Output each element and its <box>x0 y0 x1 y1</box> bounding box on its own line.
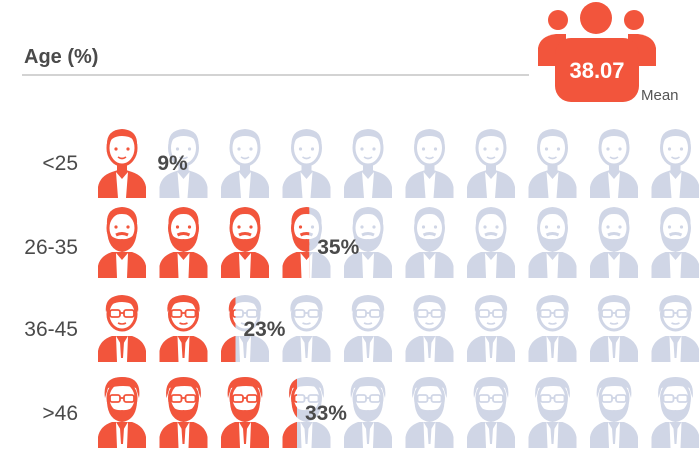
person-icon <box>465 375 517 450</box>
person-icon <box>404 375 455 450</box>
person-icon <box>588 127 640 200</box>
value-label: 35% <box>317 236 359 259</box>
person-icon <box>219 205 271 280</box>
pictograph-row: 36-45 23% <box>24 293 699 364</box>
person-icon <box>219 375 271 450</box>
chart-title: Age (%) <box>24 46 99 68</box>
mean-label: Mean <box>641 87 679 104</box>
person-icon <box>527 293 578 364</box>
row-label: 26-35 <box>24 236 78 259</box>
person-icon <box>650 127 699 200</box>
row-label: <25 <box>42 152 78 175</box>
person-icon <box>342 127 394 200</box>
person-icon <box>342 293 394 364</box>
value-label: 33% <box>305 402 347 425</box>
row-label: 36-45 <box>24 318 78 341</box>
pictograph-row: 26-35 35% <box>24 205 699 280</box>
person-icon <box>96 293 148 364</box>
person-icon <box>527 205 578 280</box>
person-icon <box>281 127 332 200</box>
person-icon <box>158 293 209 364</box>
person-icon <box>96 127 148 200</box>
person-icon <box>527 375 578 450</box>
person-icon <box>219 127 271 200</box>
title-underline <box>22 74 529 76</box>
person-icon <box>650 293 699 364</box>
people-group-icon <box>538 2 656 102</box>
mean-value: 38.07 <box>569 58 624 83</box>
person-icon <box>465 127 517 200</box>
person-icon <box>404 293 455 364</box>
person-icon <box>650 375 699 450</box>
person-icon <box>404 127 455 200</box>
person-icon <box>158 205 209 280</box>
pictograph-rows: <25 9% 26-35 35% 36-45 23% >46 33% <box>24 127 699 450</box>
person-icon <box>281 293 332 364</box>
person-icon <box>404 205 455 280</box>
mean-badge: 38.07 <box>538 2 656 102</box>
person-icon <box>588 375 640 450</box>
person-icon <box>527 127 578 200</box>
person-icon <box>465 205 517 280</box>
person-icon <box>96 375 148 450</box>
value-label: 9% <box>157 152 188 175</box>
person-icon <box>465 293 517 364</box>
person-icon <box>158 375 209 450</box>
row-label: >46 <box>42 402 78 425</box>
value-label: 23% <box>243 318 285 341</box>
person-icon <box>96 205 148 280</box>
person-icon <box>588 293 640 364</box>
person-icon <box>342 375 394 450</box>
person-icon <box>650 205 699 280</box>
pictograph-row: <25 9% <box>42 127 699 200</box>
person-icon <box>588 205 640 280</box>
pictograph-row: >46 33% <box>42 375 699 450</box>
